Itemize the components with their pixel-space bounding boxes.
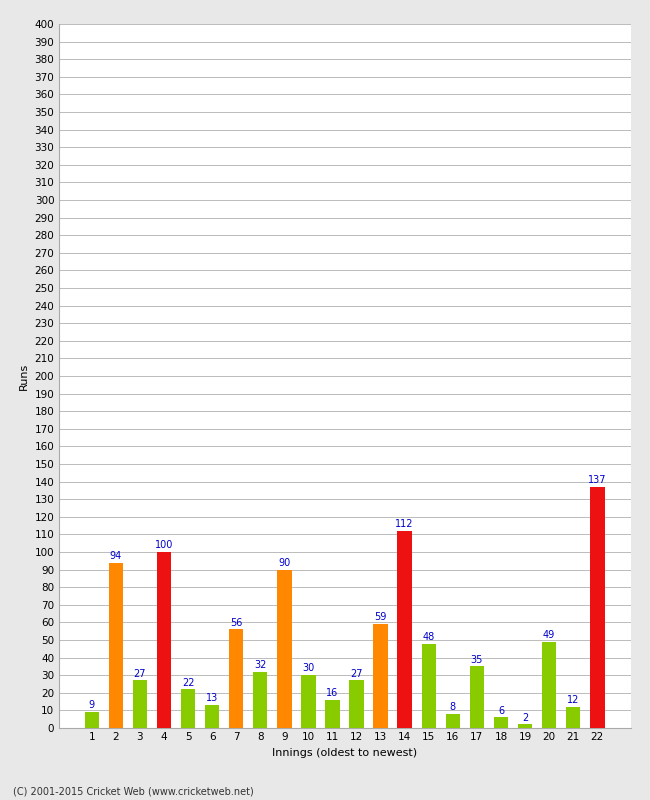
Text: 48: 48 bbox=[422, 632, 435, 642]
Bar bbox=[277, 570, 292, 728]
Bar bbox=[446, 714, 460, 728]
Text: 59: 59 bbox=[374, 613, 387, 622]
Text: 137: 137 bbox=[588, 475, 606, 485]
Bar bbox=[84, 712, 99, 728]
X-axis label: Innings (oldest to newest): Innings (oldest to newest) bbox=[272, 748, 417, 758]
Text: 13: 13 bbox=[206, 694, 218, 703]
Bar bbox=[133, 681, 147, 728]
Text: (C) 2001-2015 Cricket Web (www.cricketweb.net): (C) 2001-2015 Cricket Web (www.cricketwe… bbox=[13, 786, 254, 796]
Bar bbox=[494, 718, 508, 728]
Text: 9: 9 bbox=[88, 701, 95, 710]
Bar bbox=[542, 642, 556, 728]
Bar bbox=[566, 707, 580, 728]
Text: 56: 56 bbox=[230, 618, 242, 628]
Bar bbox=[373, 624, 388, 728]
Text: 30: 30 bbox=[302, 663, 315, 674]
Text: 49: 49 bbox=[543, 630, 555, 640]
Bar bbox=[181, 690, 195, 728]
Bar bbox=[590, 487, 605, 728]
Bar bbox=[253, 672, 267, 728]
Text: 32: 32 bbox=[254, 660, 266, 670]
Bar bbox=[205, 705, 219, 728]
Bar bbox=[349, 681, 364, 728]
Text: 90: 90 bbox=[278, 558, 291, 568]
Text: 35: 35 bbox=[471, 654, 483, 665]
Bar bbox=[157, 552, 171, 728]
Bar bbox=[109, 562, 123, 728]
Text: 12: 12 bbox=[567, 695, 579, 705]
Text: 2: 2 bbox=[522, 713, 528, 722]
Bar bbox=[301, 675, 316, 728]
Text: 8: 8 bbox=[450, 702, 456, 712]
Bar bbox=[397, 531, 412, 728]
Bar bbox=[229, 630, 243, 728]
Bar bbox=[325, 700, 340, 728]
Text: 27: 27 bbox=[134, 669, 146, 678]
Text: 94: 94 bbox=[110, 551, 122, 561]
Text: 112: 112 bbox=[395, 519, 414, 529]
Y-axis label: Runs: Runs bbox=[19, 362, 29, 390]
Text: 100: 100 bbox=[155, 540, 173, 550]
Bar bbox=[422, 643, 436, 728]
Text: 22: 22 bbox=[182, 678, 194, 687]
Bar bbox=[518, 725, 532, 728]
Text: 27: 27 bbox=[350, 669, 363, 678]
Text: 16: 16 bbox=[326, 688, 339, 698]
Bar bbox=[470, 666, 484, 728]
Text: 6: 6 bbox=[498, 706, 504, 716]
